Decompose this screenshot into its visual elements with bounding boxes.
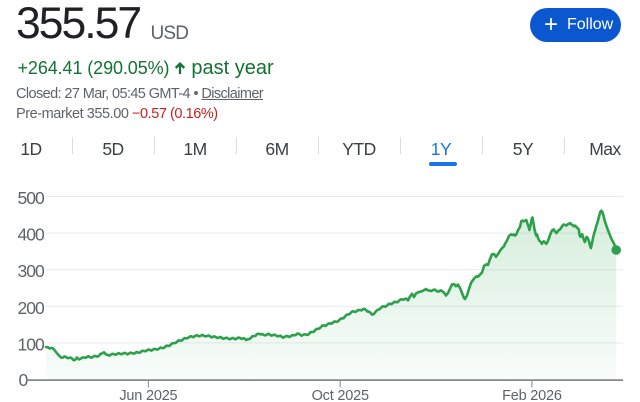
svg-text:400: 400 xyxy=(18,225,45,245)
svg-text:Feb 2026: Feb 2026 xyxy=(502,388,562,402)
svg-text:200: 200 xyxy=(18,298,45,318)
svg-text:0: 0 xyxy=(19,370,29,390)
svg-text:Jun 2025: Jun 2025 xyxy=(119,388,177,402)
svg-text:100: 100 xyxy=(18,334,45,354)
svg-text:500: 500 xyxy=(18,188,45,208)
svg-text:Oct 2025: Oct 2025 xyxy=(312,388,369,402)
svg-text:300: 300 xyxy=(18,261,45,281)
